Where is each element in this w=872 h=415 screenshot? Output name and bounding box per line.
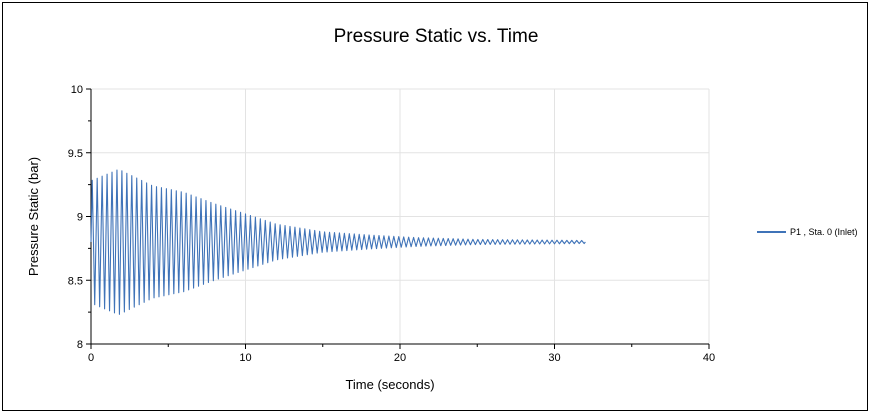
y-tick-label: 9: [77, 212, 83, 224]
x-tick-label: 40: [703, 352, 715, 364]
x-tick-label: 20: [394, 352, 406, 364]
series-layer: [90, 169, 586, 315]
grid-lines: [91, 88, 710, 344]
y-tick-label: 8: [77, 339, 83, 351]
y-tick-label: 9.5: [68, 148, 83, 160]
y-tick-label: 8.5: [68, 275, 83, 287]
legend: P1 , Sta. 0 (Inlet): [757, 227, 858, 237]
chart-title: Pressure Static vs. Time: [333, 26, 539, 47]
y-tick-label: 10: [71, 84, 83, 96]
y-axis-title: Pressure Static (bar): [26, 157, 41, 276]
tick-labels: 0 10 20 30 40 8 8.5 9 9.5 10: [68, 84, 715, 364]
legend-label: P1 , Sta. 0 (Inlet): [790, 227, 858, 237]
x-tick-label: 0: [88, 352, 94, 364]
series-line-p1-inlet: [90, 169, 586, 315]
x-tick-label: 30: [548, 352, 560, 364]
x-axis-title: Time (seconds): [345, 377, 434, 392]
axes: [86, 88, 710, 349]
x-tick-label: 10: [239, 352, 251, 364]
